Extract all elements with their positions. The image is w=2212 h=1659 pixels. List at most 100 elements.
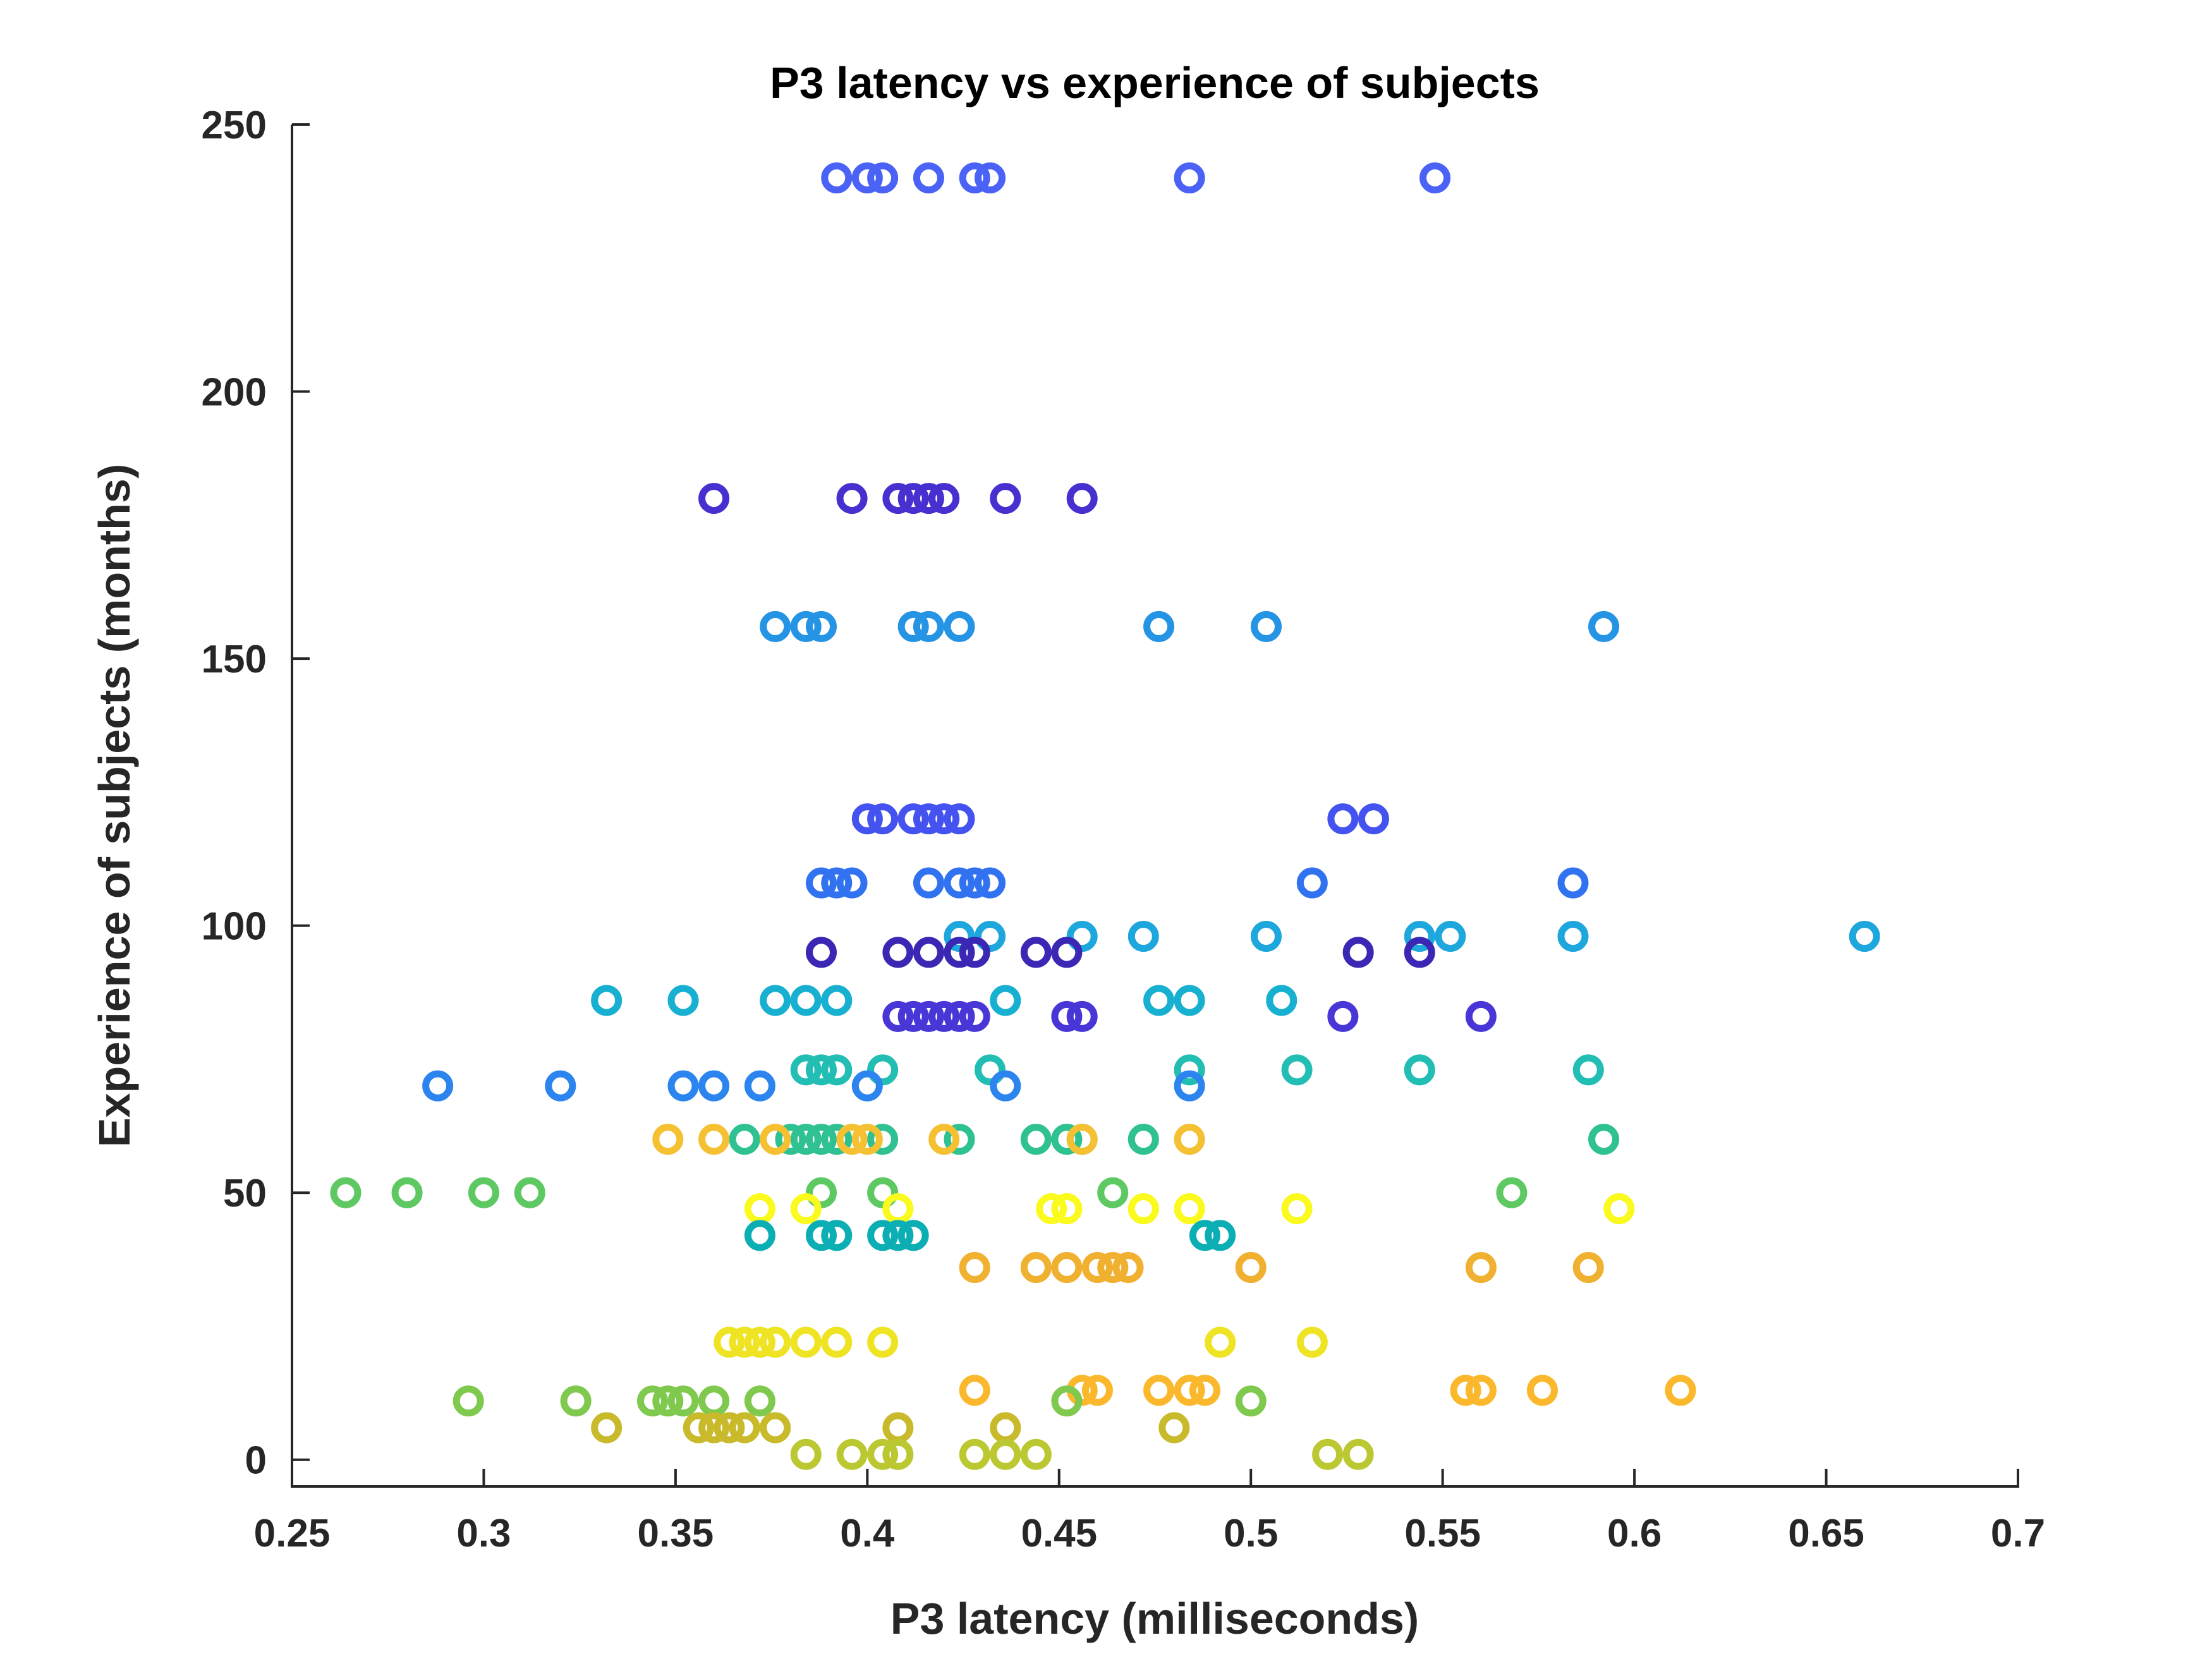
data-point (959, 162, 990, 194)
data-point (1020, 1438, 1052, 1470)
data-point (1572, 1054, 1604, 1086)
data-point (913, 162, 944, 194)
x-tick-label: 0.25 (254, 1512, 331, 1555)
data-point (821, 985, 853, 1016)
chart-title: P3 latency vs experience of subjects (770, 58, 1540, 107)
x-tick-label: 0.7 (1991, 1512, 2045, 1555)
x-tick-label: 0.3 (456, 1512, 511, 1555)
data-point (760, 1412, 791, 1443)
data-point (1051, 1193, 1083, 1225)
data-point (959, 1438, 990, 1470)
data-point (1020, 1252, 1052, 1284)
data-point (882, 1000, 914, 1032)
x-tick-label: 0.5 (1224, 1512, 1278, 1555)
data-point (806, 1054, 837, 1086)
data-point (944, 867, 975, 899)
data-point (913, 611, 944, 642)
data-point (591, 1412, 623, 1443)
data-point (851, 1070, 883, 1102)
data-point (1450, 1375, 1481, 1406)
data-point (698, 1070, 730, 1102)
data-point (928, 803, 960, 835)
data-point (391, 1177, 423, 1208)
data-point (1404, 921, 1435, 952)
data-point (990, 483, 1021, 514)
data-point (1174, 1054, 1205, 1086)
data-point (1342, 937, 1374, 968)
data-point (775, 1124, 806, 1155)
data-point (959, 1000, 990, 1032)
data-point (667, 1385, 699, 1417)
data-point (1266, 985, 1297, 1016)
data-point (714, 1412, 745, 1443)
data-points (330, 162, 1880, 1470)
data-point (944, 1124, 975, 1155)
data-point (1281, 1054, 1313, 1086)
data-point (790, 1438, 822, 1470)
data-point (1036, 1193, 1067, 1225)
data-point (1572, 1252, 1604, 1284)
data-point (928, 1000, 960, 1032)
data-point (1066, 1124, 1098, 1155)
data-point (1189, 1375, 1220, 1406)
data-point (1205, 1220, 1236, 1251)
data-point (867, 1177, 899, 1208)
data-point (867, 162, 899, 194)
data-point (1296, 1327, 1328, 1358)
data-point (1143, 1375, 1175, 1406)
data-point (1066, 1000, 1098, 1032)
data-point (944, 921, 975, 952)
axis-lines (291, 125, 2019, 1488)
data-point (1435, 921, 1466, 952)
data-point (1281, 1193, 1313, 1225)
data-point (913, 803, 944, 835)
data-point (882, 1220, 914, 1251)
data-point (744, 1193, 775, 1225)
data-point (821, 867, 853, 899)
data-point (836, 1124, 868, 1155)
data-point (990, 1070, 1021, 1102)
x-tick-label: 0.6 (1607, 1512, 1662, 1555)
data-point (944, 611, 975, 642)
data-point (1081, 1252, 1113, 1284)
data-point (729, 1327, 760, 1358)
data-point (928, 1124, 960, 1155)
data-point (959, 937, 990, 968)
data-point (667, 985, 699, 1016)
data-point (729, 1124, 760, 1155)
data-point (944, 1000, 975, 1032)
x-tick-label: 0.4 (840, 1512, 895, 1555)
data-point (944, 937, 975, 968)
data-point (867, 1438, 899, 1470)
data-point (514, 1177, 545, 1208)
data-point (1143, 985, 1175, 1016)
data-point (790, 1327, 822, 1358)
data-point (1296, 867, 1328, 899)
data-point (760, 1124, 791, 1155)
data-point (806, 1124, 837, 1155)
data-point (1174, 1070, 1205, 1102)
x-axis-label: P3 latency (milliseconds) (890, 1594, 1419, 1643)
data-point (1588, 1124, 1620, 1155)
data-point (760, 985, 791, 1016)
data-point (882, 1193, 914, 1225)
data-point (698, 483, 730, 514)
data-point (1419, 162, 1451, 194)
data-point (806, 937, 837, 968)
data-point (1143, 611, 1175, 642)
data-point (1174, 1193, 1205, 1225)
data-point (1404, 1054, 1435, 1086)
data-point (867, 1124, 899, 1155)
data-point (1496, 1177, 1528, 1208)
data-point (652, 1124, 684, 1155)
data-point (698, 1124, 730, 1155)
data-point (913, 483, 944, 514)
data-point (1051, 1252, 1083, 1284)
data-point (913, 937, 944, 968)
data-point (1465, 1375, 1497, 1406)
data-point (1112, 1252, 1144, 1284)
data-point (913, 867, 944, 899)
data-point (744, 1385, 775, 1417)
data-point (821, 1054, 853, 1086)
data-point (1358, 803, 1389, 835)
